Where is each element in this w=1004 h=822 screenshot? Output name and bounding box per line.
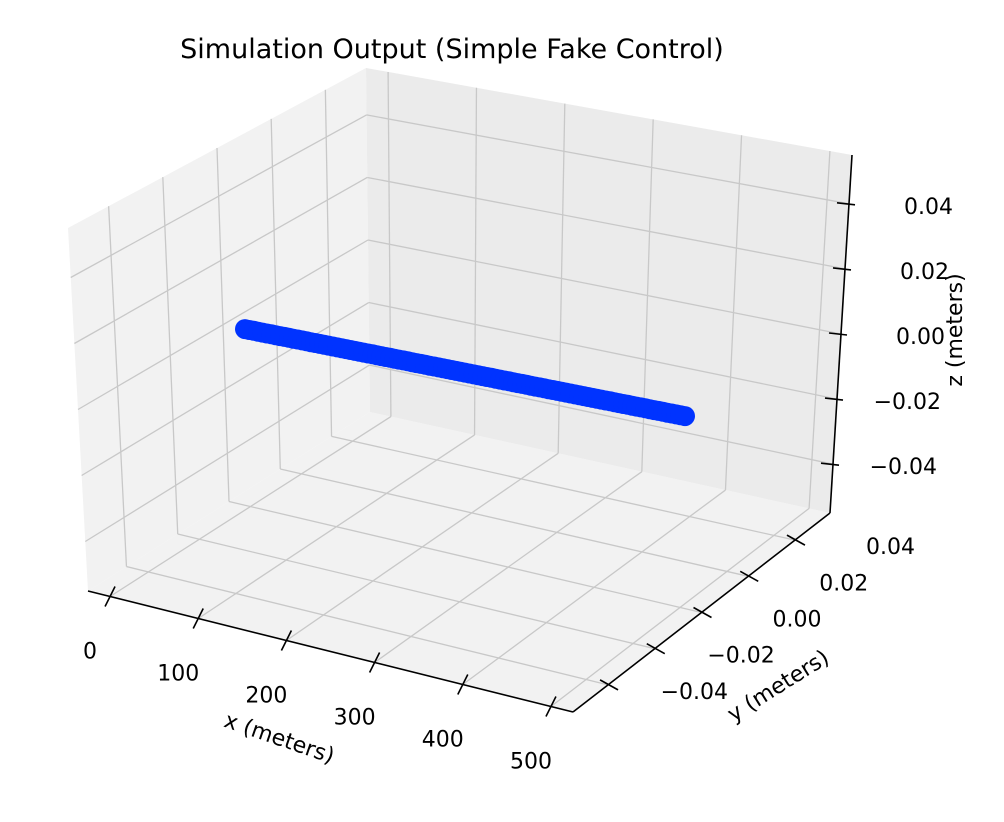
y-tick-label: 0.00 [773, 608, 822, 633]
x-tick-label: 500 [510, 750, 552, 775]
chart-title: Simulation Output (Simple Fake Control) [180, 34, 724, 65]
z-tick-mark [828, 332, 848, 336]
z-tick-mark [820, 462, 840, 466]
grid-line-z [74, 176, 368, 345]
grid-lines [70, 71, 850, 708]
y-tick-label: 0.04 [866, 535, 915, 560]
data-points [235, 319, 695, 427]
z-axis-ticks: −0.04 −0.02 0.00 0.02 0.04 [820, 195, 953, 480]
y-tick-mark [599, 679, 619, 691]
z-tick-label: 0.04 [904, 195, 953, 220]
grid-line-y [177, 533, 655, 650]
y-tick-mark [739, 570, 759, 583]
back-pane [366, 68, 852, 513]
grid-line-z [367, 239, 842, 335]
y-tick-label: −0.04 [661, 680, 728, 705]
grid-line-z [369, 364, 834, 465]
z-tick-label: −0.02 [874, 390, 941, 415]
y-tick-label: −0.02 [707, 644, 774, 669]
x-tick-mark [280, 630, 293, 651]
grid-line-y [331, 435, 796, 541]
x-tick-mark [545, 696, 557, 717]
z-axis-label: z (meters) [943, 273, 968, 386]
y-tick-mark [693, 606, 712, 619]
z-tick-label: 0.02 [900, 260, 949, 285]
grid-line-y [280, 468, 749, 577]
grid-line-z [70, 114, 367, 279]
grid-line-z [77, 239, 369, 411]
x-tick-label: 300 [334, 706, 376, 731]
x-tick-mark [368, 652, 381, 673]
grid-line-y [228, 500, 702, 614]
data-point [675, 406, 695, 427]
x-tick-mark [192, 608, 204, 629]
z-tick-mark [824, 397, 844, 401]
z-tick-label: −0.04 [870, 455, 937, 480]
x-tick-mark [104, 586, 116, 607]
x-axis-line [87, 590, 574, 713]
left-pane [68, 68, 370, 591]
grid-line-z [81, 301, 370, 477]
grid-line-z [366, 114, 850, 205]
grid-line-z [84, 364, 370, 543]
x-tick-label: 100 [157, 662, 199, 687]
x-axis-ticks: 0 100 200 300 400 500 [83, 586, 557, 775]
x-tick-label: 200 [245, 684, 287, 709]
z-tick-mark [836, 202, 856, 206]
x-axis-label: x (meters) [221, 708, 338, 769]
x-tick-label: 400 [422, 728, 464, 753]
z-tick-mark [832, 267, 852, 271]
y-axis-ticks: −0.04 −0.02 0.00 0.02 0.04 [599, 534, 915, 705]
grid-line-z [368, 301, 838, 400]
grid-line-z [367, 176, 846, 270]
y-tick-label: 0.02 [819, 571, 868, 596]
z-tick-label: 0.00 [896, 325, 945, 350]
y-tick-mark [786, 534, 806, 546]
x-tick-label: 0 [83, 640, 97, 665]
y-tick-mark [646, 642, 666, 655]
x-tick-mark [457, 674, 469, 695]
grid-line-y [126, 565, 609, 686]
